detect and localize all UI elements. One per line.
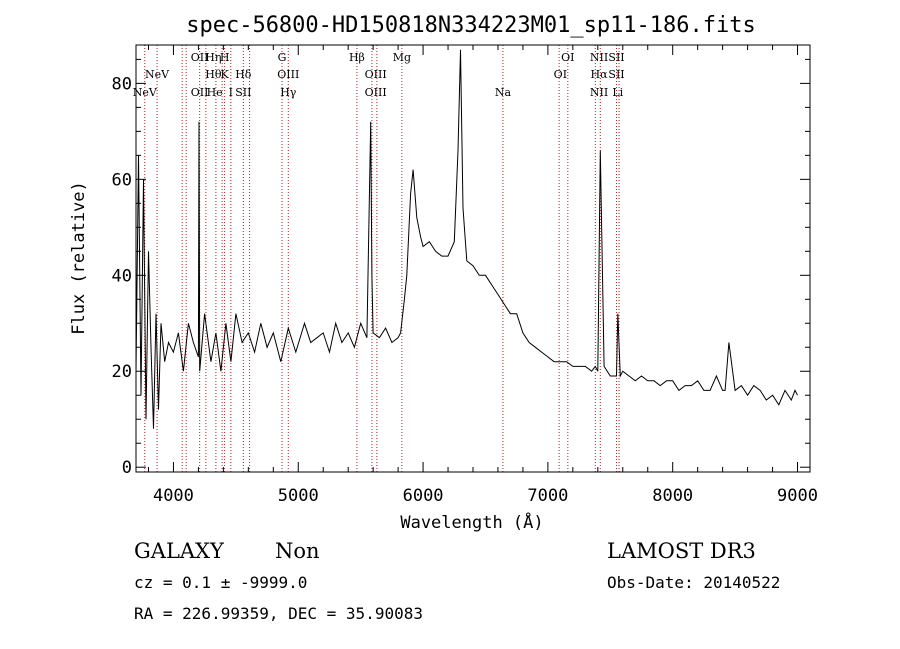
- marker-label: Hγ: [280, 86, 297, 99]
- marker-label: SII: [608, 68, 624, 81]
- marker-label: Mg: [393, 51, 411, 64]
- marker-label: H: [220, 51, 230, 64]
- y-tick-label: 20: [112, 362, 132, 382]
- plot-frame: [135, 44, 811, 473]
- y-tick-label: 80: [112, 74, 132, 94]
- marker-label: NeV: [133, 86, 158, 99]
- marker-label: Hη: [205, 51, 221, 64]
- marker-label: NeV: [145, 68, 170, 81]
- chart-title: spec-56800-HD150818N334223M01_sp11-186.f…: [186, 13, 756, 38]
- x-tick-label: 6000: [403, 486, 444, 506]
- y-axis-ticks: 0 20 40 60 80: [112, 58, 810, 478]
- marker-label: NII: [590, 51, 608, 64]
- emission-line-markers: [144, 45, 620, 472]
- x-tick-label: 9000: [777, 486, 818, 506]
- marker-label: OI: [554, 68, 567, 81]
- marker-label: He: [207, 86, 223, 99]
- marker-label: OIII: [365, 68, 387, 81]
- survey-name: LAMOST DR3: [607, 539, 756, 563]
- x-axis-label: Wavelength (Å): [400, 511, 543, 533]
- redshift-line: cz = 0.1 ± -9999.0: [134, 573, 307, 592]
- observation-date: Obs-Date: 20140522: [607, 573, 780, 592]
- object-class: GALAXY: [134, 539, 225, 563]
- marker-label: Hα: [591, 68, 609, 81]
- marker-label: K: [221, 68, 230, 81]
- x-tick-label: 8000: [652, 486, 693, 506]
- coordinates-line: RA = 226.99359, DEC = 35.90083: [134, 604, 423, 623]
- marker-label: G: [278, 51, 287, 64]
- marker-label: OII: [191, 51, 209, 64]
- marker-label: Hδ: [235, 68, 252, 81]
- marker-label: OII: [191, 86, 209, 99]
- x-tick-label: 4000: [153, 486, 194, 506]
- x-tick-label: 5000: [278, 486, 319, 506]
- y-tick-label: 60: [112, 170, 132, 190]
- marker-label: Li: [612, 86, 623, 99]
- y-axis-label: Flux (relative): [69, 181, 89, 335]
- y-tick-label: 40: [112, 266, 132, 286]
- x-axis-ticks: 4000 5000 6000 7000 8000 9000: [147, 45, 818, 506]
- marker-label: SII: [235, 86, 251, 99]
- spectrum-series: [135, 49, 798, 429]
- emission-line-labels: NeVNeVOIIOIIHηHθHeHKIHδSIIGOIIIHγHβOIIIO…: [133, 51, 625, 99]
- marker-label: OIII: [365, 86, 387, 99]
- marker-label: I: [229, 86, 233, 99]
- marker-label: Na: [495, 86, 512, 99]
- marker-label: SII: [608, 51, 624, 64]
- y-tick-label: 0: [122, 458, 132, 478]
- x-tick-label: 7000: [527, 486, 568, 506]
- marker-label: NII: [590, 86, 608, 99]
- marker-label: Hθ: [205, 68, 222, 81]
- marker-label: OI: [561, 51, 574, 64]
- marker-label: OIII: [277, 68, 299, 81]
- marker-label: Hβ: [349, 51, 365, 64]
- object-subclass: Non: [275, 539, 320, 563]
